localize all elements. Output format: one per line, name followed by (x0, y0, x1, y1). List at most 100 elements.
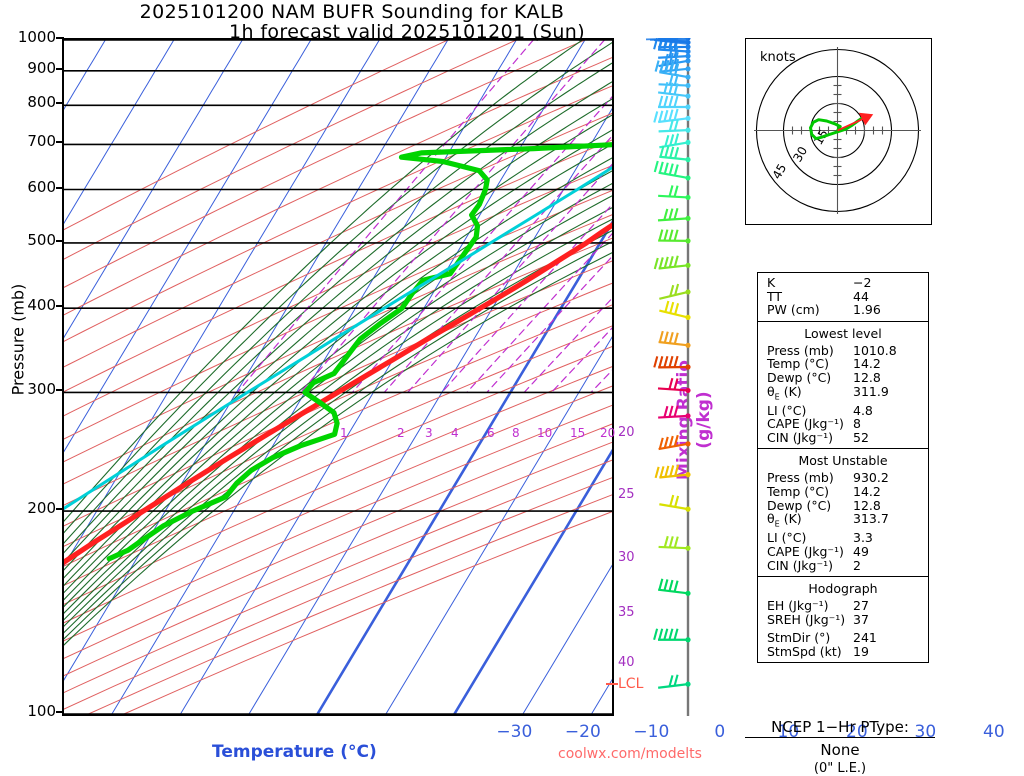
pressure-tick-400: 400 (0, 296, 56, 314)
pressure-tick-mark (56, 240, 64, 242)
stat-lowest-value: 8 (853, 417, 861, 431)
hodograph-units-label: knots (760, 50, 796, 65)
mixing-ratio-label-1: 1 (340, 426, 348, 440)
stat-unstable-value: 2 (853, 559, 861, 573)
stat-unstable-value: 930.2 (853, 471, 889, 485)
stat-lowest-row: θE (K)311.9 (758, 385, 928, 404)
most-unstable-header: Most Unstable (758, 452, 928, 471)
stat-index-row: PW (cm)1.96 (758, 303, 928, 317)
stat-index-key: TT (767, 290, 853, 304)
stat-unstable-row: CAPE (Jkg⁻¹)49 (758, 545, 928, 559)
stat-lowest-row: Press (mb)1010.8 (758, 344, 928, 358)
stat-lowest-row: LI (°C)4.8 (758, 404, 928, 418)
right-axis-label-20: 20 (618, 425, 635, 440)
stat-index-value: 44 (853, 290, 869, 304)
stat-unstable-key: CAPE (Jkg⁻¹) (767, 545, 853, 559)
stat-lowest-key: Dewp (°C) (767, 371, 853, 385)
mixing-ratio-label-3: 3 (425, 426, 433, 440)
page-title-line1: 2025101200 NAM BUFR Sounding for KALB (0, 1, 864, 23)
stat-lowest-key: θE (K) (767, 385, 853, 404)
pressure-tick-mark (56, 389, 64, 391)
stat-lowest-value: 4.8 (853, 404, 873, 418)
pressure-tick-800: 800 (0, 93, 56, 111)
stat-index-key: PW (cm) (767, 303, 853, 317)
mixing-ratio-label-2: 2 (397, 426, 405, 440)
stat-storm-row: StmSpd (kt)19 (758, 645, 928, 659)
stat-unstable-key: Press (mb) (767, 471, 853, 485)
right-axis-label-35: 35 (618, 605, 635, 620)
stat-unstable-value: 49 (853, 545, 869, 559)
stat-hodograph-value: 37 (853, 613, 869, 627)
stat-storm-value: 19 (853, 645, 869, 659)
stat-hodograph-key: SREH (Jkg⁻¹) (767, 613, 853, 627)
pressure-tick-300: 300 (0, 380, 56, 398)
pressure-tick-1000: 1000 (0, 28, 56, 46)
stat-unstable-row: Dewp (°C)12.8 (758, 499, 928, 513)
stat-lowest-row: CAPE (Jkg⁻¹)8 (758, 417, 928, 431)
mixing-ratio-label-8: 8 (512, 426, 520, 440)
stat-hodograph-key: EH (Jkg⁻¹) (767, 599, 853, 613)
stat-lowest-row: CIN (Jkg⁻¹)52 (758, 431, 928, 445)
pressure-tick-mark (56, 187, 64, 189)
stat-lowest-value: 311.9 (853, 385, 889, 404)
mixing-ratio-label-4: 4 (451, 426, 459, 440)
stat-unstable-value: 3.3 (853, 531, 873, 545)
stat-storm-key: StmDir (°) (767, 631, 853, 645)
mixing-ratio-label-20: 20 (600, 426, 615, 440)
temperature-tick--30: −30 (484, 722, 544, 742)
pressure-tick-mark (56, 102, 64, 104)
ptype-value: None (745, 738, 935, 759)
stat-unstable-key: CIN (Jkg⁻¹) (767, 559, 853, 573)
pressure-tick-mark (56, 141, 64, 143)
right-axis-label-40: 40 (618, 655, 635, 670)
pressure-tick-mark (56, 508, 64, 510)
pressure-tick-100: 100 (0, 702, 56, 720)
stat-unstable-key: Dewp (°C) (767, 499, 853, 513)
stat-lowest-key: CAPE (Jkg⁻¹) (767, 417, 853, 431)
stat-storm-value: 241 (853, 631, 877, 645)
temperature-tick--20: −20 (553, 722, 613, 742)
pressure-tick-mark (56, 305, 64, 307)
stat-unstable-row: CIN (Jkg⁻¹)2 (758, 559, 928, 573)
stat-lowest-row: Dewp (°C)12.8 (758, 371, 928, 385)
pressure-tick-900: 900 (0, 59, 56, 77)
stat-index-key: K (767, 276, 853, 290)
stat-unstable-value: 14.2 (853, 485, 881, 499)
pressure-tick-700: 700 (0, 132, 56, 150)
pressure-tick-mark (56, 37, 64, 39)
hodograph-header: Hodograph (758, 580, 928, 599)
stat-lowest-key: CIN (Jkg⁻¹) (767, 431, 853, 445)
mixing-ratio-label-15: 15 (570, 426, 585, 440)
skewt-diagram (64, 40, 612, 714)
temperature-axis-label: Temperature (°C) (212, 742, 377, 762)
stat-lowest-key: Press (mb) (767, 344, 853, 358)
stat-lowest-value: 12.8 (853, 371, 881, 385)
stat-unstable-row: Press (mb)930.2 (758, 471, 928, 485)
temperature-tick-40: 40 (964, 722, 1024, 742)
mixing-ratio-label-6: 6 (487, 426, 495, 440)
stat-unstable-key: Temp (°C) (767, 485, 853, 499)
stat-unstable-row: θE (K)313.7 (758, 512, 928, 531)
mixing-ratio-label-10: 10 (537, 426, 552, 440)
stat-lowest-key: LI (°C) (767, 404, 853, 418)
stat-lowest-value: 1010.8 (853, 344, 897, 358)
ptype-header: NCEP 1−Hr PType: (745, 718, 935, 738)
stat-storm-key: StmSpd (kt) (767, 645, 853, 659)
stat-lowest-row: Temp (°C)14.2 (758, 357, 928, 371)
stat-unstable-key: θE (K) (767, 512, 853, 531)
ptype-panel: NCEP 1−Hr PType: None (0" L.E.) (745, 718, 935, 776)
stat-index-value: −2 (853, 276, 871, 290)
stat-unstable-value: 313.7 (853, 512, 889, 531)
stat-lowest-key: Temp (°C) (767, 357, 853, 371)
stat-lowest-value: 14.2 (853, 357, 881, 371)
stat-unstable-row: LI (°C)3.3 (758, 531, 928, 545)
pressure-tick-mark (56, 68, 64, 70)
stat-hodograph-value: 27 (853, 599, 869, 613)
lcl-tick-mark (606, 683, 618, 685)
